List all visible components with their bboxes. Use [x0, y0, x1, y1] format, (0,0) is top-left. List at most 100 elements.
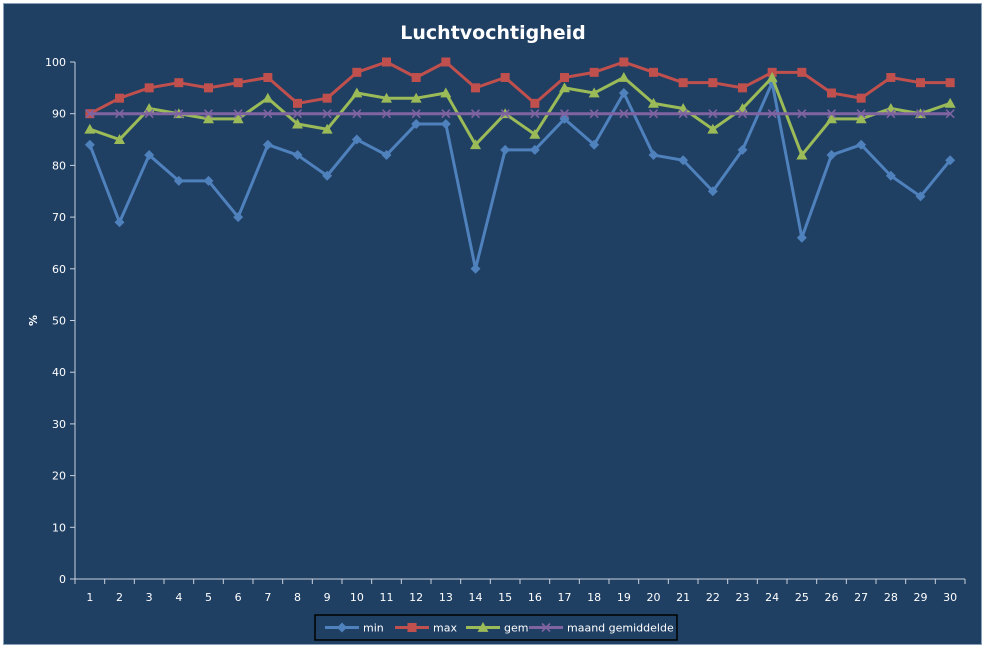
- data-point-gem: [588, 87, 600, 98]
- data-point-gem: [470, 139, 481, 150]
- data-point-min: [173, 175, 184, 186]
- data-point-maand-gemiddelde: [441, 109, 451, 119]
- x-tick-label: 24: [765, 591, 779, 604]
- data-point-max: [441, 57, 451, 67]
- x-tick-label: 4: [175, 591, 182, 604]
- x-tick-label: 14: [469, 591, 483, 604]
- legend-marker-gem: [477, 622, 489, 632]
- x-tick-label: 18: [587, 591, 601, 604]
- data-point-min: [351, 134, 362, 145]
- y-tick-label: 50: [52, 315, 66, 328]
- data-point-gem: [410, 92, 422, 103]
- legend-label-maand-gemiddelde: maand gemiddelde: [567, 622, 674, 635]
- y-tick-label: 80: [52, 159, 66, 172]
- data-point-max: [471, 83, 480, 93]
- data-point-gem: [766, 72, 778, 82]
- legend: min max gem maand gemiddelde: [314, 614, 678, 641]
- x-tick-label: 15: [498, 591, 512, 604]
- legend-item-maand-gemiddelde: maand gemiddelde: [529, 622, 674, 635]
- x-tick-label: 17: [558, 591, 572, 604]
- data-point-min: [84, 139, 95, 150]
- data-point-gem: [707, 123, 719, 134]
- data-point-maand-gemiddelde: [648, 109, 659, 119]
- data-point-maand-gemiddelde: [322, 109, 332, 119]
- x-tick-label: 7: [264, 591, 271, 604]
- data-point-maand-gemiddelde: [619, 109, 629, 119]
- series-line-gem: [89, 76, 951, 157]
- data-point-maand-gemiddelde: [85, 109, 95, 119]
- data-point-min: [203, 175, 214, 186]
- x-tick-label: 22: [706, 591, 720, 604]
- data-point-maand-gemiddelde: [797, 109, 807, 119]
- series-maand-gemiddelde: [85, 109, 955, 119]
- data-point-maand-gemiddelde: [144, 109, 154, 119]
- x-tick-label: 8: [294, 591, 301, 604]
- data-point-min: [411, 119, 422, 130]
- legend-marker-min: [337, 622, 347, 633]
- data-point-min: [826, 150, 837, 161]
- y-tick-label: 40: [52, 366, 66, 379]
- data-point-max: [293, 98, 302, 108]
- data-point-max: [856, 93, 866, 103]
- data-point-gem: [262, 92, 274, 103]
- data-point-max: [589, 67, 599, 77]
- series-gem: [84, 72, 956, 160]
- data-point-gem: [440, 87, 452, 98]
- data-point-max: [500, 73, 510, 83]
- data-point-maand-gemiddelde: [263, 109, 273, 119]
- data-point-gem: [529, 128, 541, 139]
- data-point-maand-gemiddelde: [826, 109, 837, 119]
- data-point-maand-gemiddelde: [352, 109, 362, 119]
- x-tick-label: 6: [235, 591, 242, 604]
- x-tick-label: 12: [409, 591, 423, 604]
- data-point-max: [827, 88, 836, 98]
- data-point-max: [263, 73, 273, 83]
- x-tick-label: 25: [795, 591, 809, 604]
- x-tick-label: 11: [380, 591, 394, 604]
- legend-item-max: max: [395, 622, 457, 635]
- data-point-min: [796, 232, 807, 243]
- legend-marker-max: [407, 623, 417, 632]
- y-tick-label: 100: [45, 56, 66, 69]
- x-tick-label: 10: [350, 591, 364, 604]
- data-point-gem: [203, 113, 214, 124]
- line-chart: Luchtvochtigheid 0 10 20 30 40 50 60 70 80 90 100 1…: [27, 22, 966, 641]
- data-point-min: [707, 186, 718, 197]
- data-point-min: [292, 150, 303, 161]
- data-point-maand-gemiddelde: [708, 109, 718, 119]
- data-point-max: [708, 78, 718, 88]
- data-point-max: [945, 78, 955, 88]
- data-point-maand-gemiddelde: [174, 109, 184, 119]
- data-point-gem: [618, 72, 630, 82]
- x-tick-label: 2: [116, 591, 123, 604]
- data-point-gem: [381, 92, 392, 103]
- x-tick-label: 23: [736, 591, 750, 604]
- data-point-min: [500, 144, 511, 155]
- data-point-max: [797, 67, 807, 77]
- series-min: [84, 77, 956, 274]
- data-point-gem: [826, 113, 837, 124]
- x-tick-label: 19: [617, 591, 631, 604]
- y-tick-label: 10: [52, 521, 66, 534]
- data-point-maand-gemiddelde: [292, 109, 303, 119]
- data-point-gem: [944, 97, 956, 108]
- data-point-gem: [796, 149, 808, 160]
- data-point-maand-gemiddelde: [203, 109, 214, 119]
- data-point-max: [382, 57, 391, 67]
- data-point-maand-gemiddelde: [233, 109, 243, 119]
- data-point-min: [885, 170, 896, 181]
- y-tick-label: 0: [59, 573, 66, 586]
- data-point-maand-gemiddelde: [381, 109, 392, 119]
- data-point-maand-gemiddelde: [114, 109, 125, 119]
- x-tick-label: 28: [884, 591, 898, 604]
- data-point-maand-gemiddelde: [945, 109, 955, 119]
- legend-label-gem: gem: [504, 622, 528, 635]
- x-tick-label: 3: [146, 591, 153, 604]
- data-point-maand-gemiddelde: [886, 109, 896, 119]
- data-point-gem: [648, 97, 659, 108]
- y-tick-label: 70: [52, 211, 66, 224]
- data-point-min: [945, 155, 956, 166]
- data-point-max: [204, 83, 213, 93]
- x-tick-label: 21: [676, 591, 690, 604]
